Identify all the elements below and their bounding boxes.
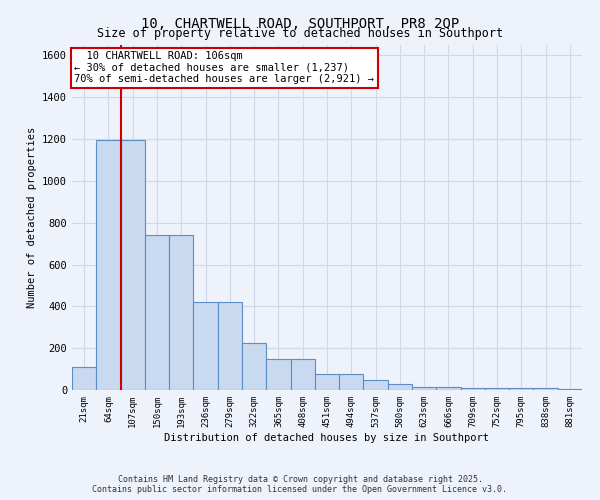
Bar	[436, 387, 461, 390]
Bar	[218, 302, 242, 390]
Bar	[533, 388, 558, 390]
Bar	[339, 374, 364, 390]
Bar	[485, 388, 509, 390]
Bar	[169, 236, 193, 390]
Bar	[315, 374, 339, 390]
Bar	[290, 358, 315, 390]
Bar	[72, 367, 96, 390]
Bar	[121, 140, 145, 390]
Bar	[145, 236, 169, 390]
Bar	[558, 389, 582, 390]
Text: Contains HM Land Registry data © Crown copyright and database right 2025.
Contai: Contains HM Land Registry data © Crown c…	[92, 474, 508, 494]
Bar	[242, 343, 266, 390]
Bar	[96, 140, 121, 390]
Bar	[364, 380, 388, 390]
Bar	[193, 302, 218, 390]
Y-axis label: Number of detached properties: Number of detached properties	[26, 127, 37, 308]
Bar	[412, 387, 436, 390]
Text: 10, CHARTWELL ROAD, SOUTHPORT, PR8 2QP: 10, CHARTWELL ROAD, SOUTHPORT, PR8 2QP	[141, 18, 459, 32]
X-axis label: Distribution of detached houses by size in Southport: Distribution of detached houses by size …	[164, 432, 490, 442]
Bar	[388, 384, 412, 390]
Bar	[461, 388, 485, 390]
Bar	[509, 388, 533, 390]
Text: Size of property relative to detached houses in Southport: Size of property relative to detached ho…	[97, 28, 503, 40]
Text: 10 CHARTWELL ROAD: 106sqm
← 30% of detached houses are smaller (1,237)
70% of se: 10 CHARTWELL ROAD: 106sqm ← 30% of detac…	[74, 52, 374, 84]
Bar	[266, 358, 290, 390]
